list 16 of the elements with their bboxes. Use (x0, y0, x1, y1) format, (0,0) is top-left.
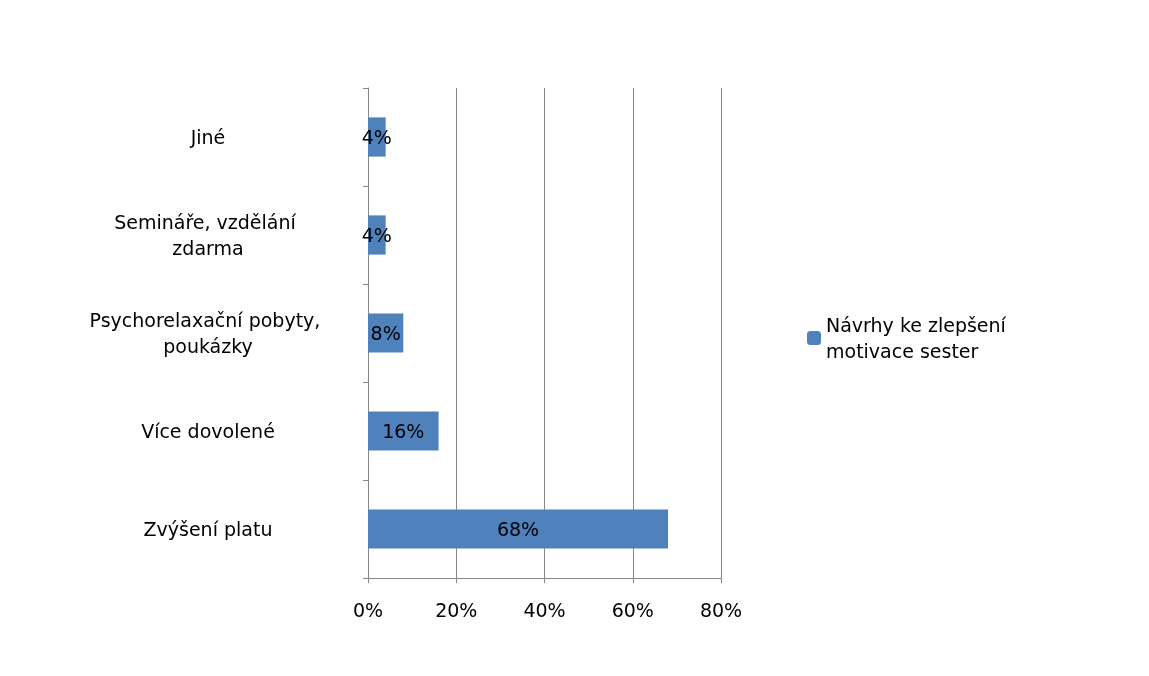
legend-label: Návrhy ke zlepšení motivace sester (826, 314, 1012, 362)
bar (368, 411, 439, 451)
y-tick-label: Více dovolené (141, 420, 275, 442)
x-tick-label: 40% (523, 598, 566, 621)
x-tick-label: 60% (611, 598, 654, 621)
y-tick-label: Semináře, vzdělání zdarma (114, 211, 302, 259)
y-tick-label: Jiné (189, 126, 226, 148)
y-tick-label: Zvýšení platu (143, 518, 273, 540)
x-tick-label: 20% (435, 598, 478, 621)
y-tick-label: Psychorelaxační pobyty, poukázky (89, 309, 327, 357)
x-tick-label: 80% (699, 598, 743, 621)
bar (368, 509, 669, 549)
data-label: 68% (496, 518, 540, 540)
data-label: 16% (382, 420, 425, 442)
x-tick-label: 0% (352, 598, 384, 621)
data-label: 8% (370, 322, 401, 344)
